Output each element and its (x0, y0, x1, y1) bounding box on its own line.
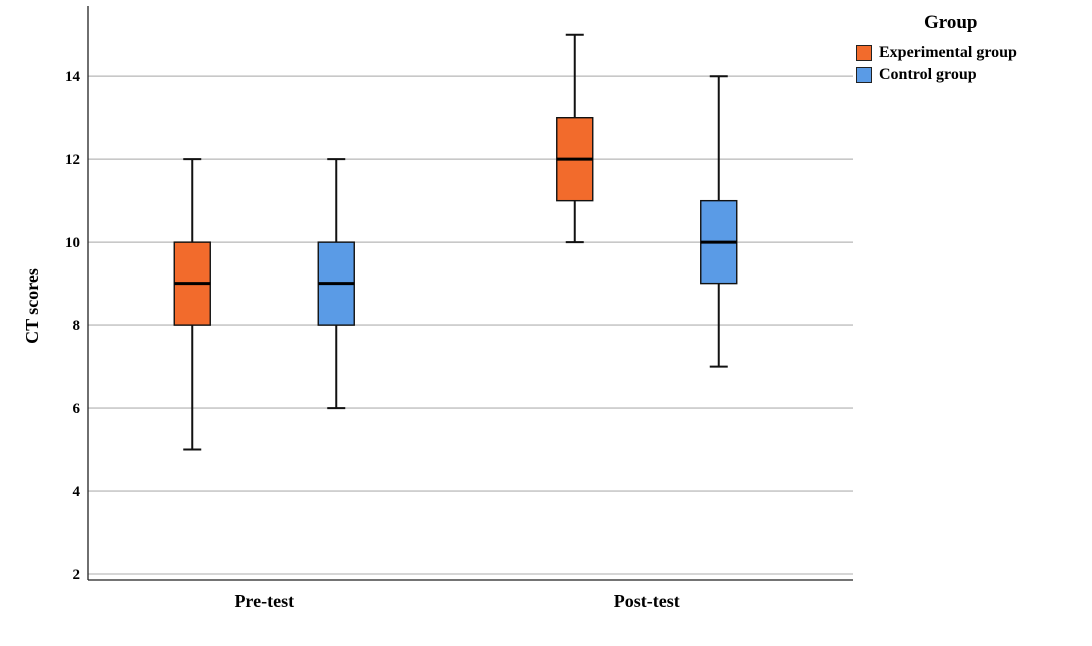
y-tick-label-10: 10 (65, 235, 80, 251)
y-axis-title: CT scores (22, 268, 42, 344)
x-category-label-pre-test: Pre-test (234, 591, 294, 611)
y-tick-label-2: 2 (73, 567, 81, 583)
y-tick-label-6: 6 (73, 401, 81, 417)
legend-label-control: Control group (879, 66, 977, 83)
legend-title: Group (924, 12, 978, 33)
y-tick-label-4: 4 (73, 484, 81, 500)
x-category-label-post-test: Post-test (614, 591, 680, 611)
y-tick-label-14: 14 (65, 69, 81, 85)
legend-label-experimental: Experimental group (879, 44, 1017, 61)
legend-item-experimental: Experimental group (856, 42, 1086, 64)
y-tick-label-12: 12 (65, 152, 80, 168)
legend: Group Experimental group Control group (856, 12, 1086, 86)
legend-swatch-control (856, 67, 872, 83)
y-tick-label-8: 8 (73, 318, 81, 334)
legend-swatch-experimental (856, 45, 872, 61)
legend-item-control: Control group (856, 64, 1086, 86)
